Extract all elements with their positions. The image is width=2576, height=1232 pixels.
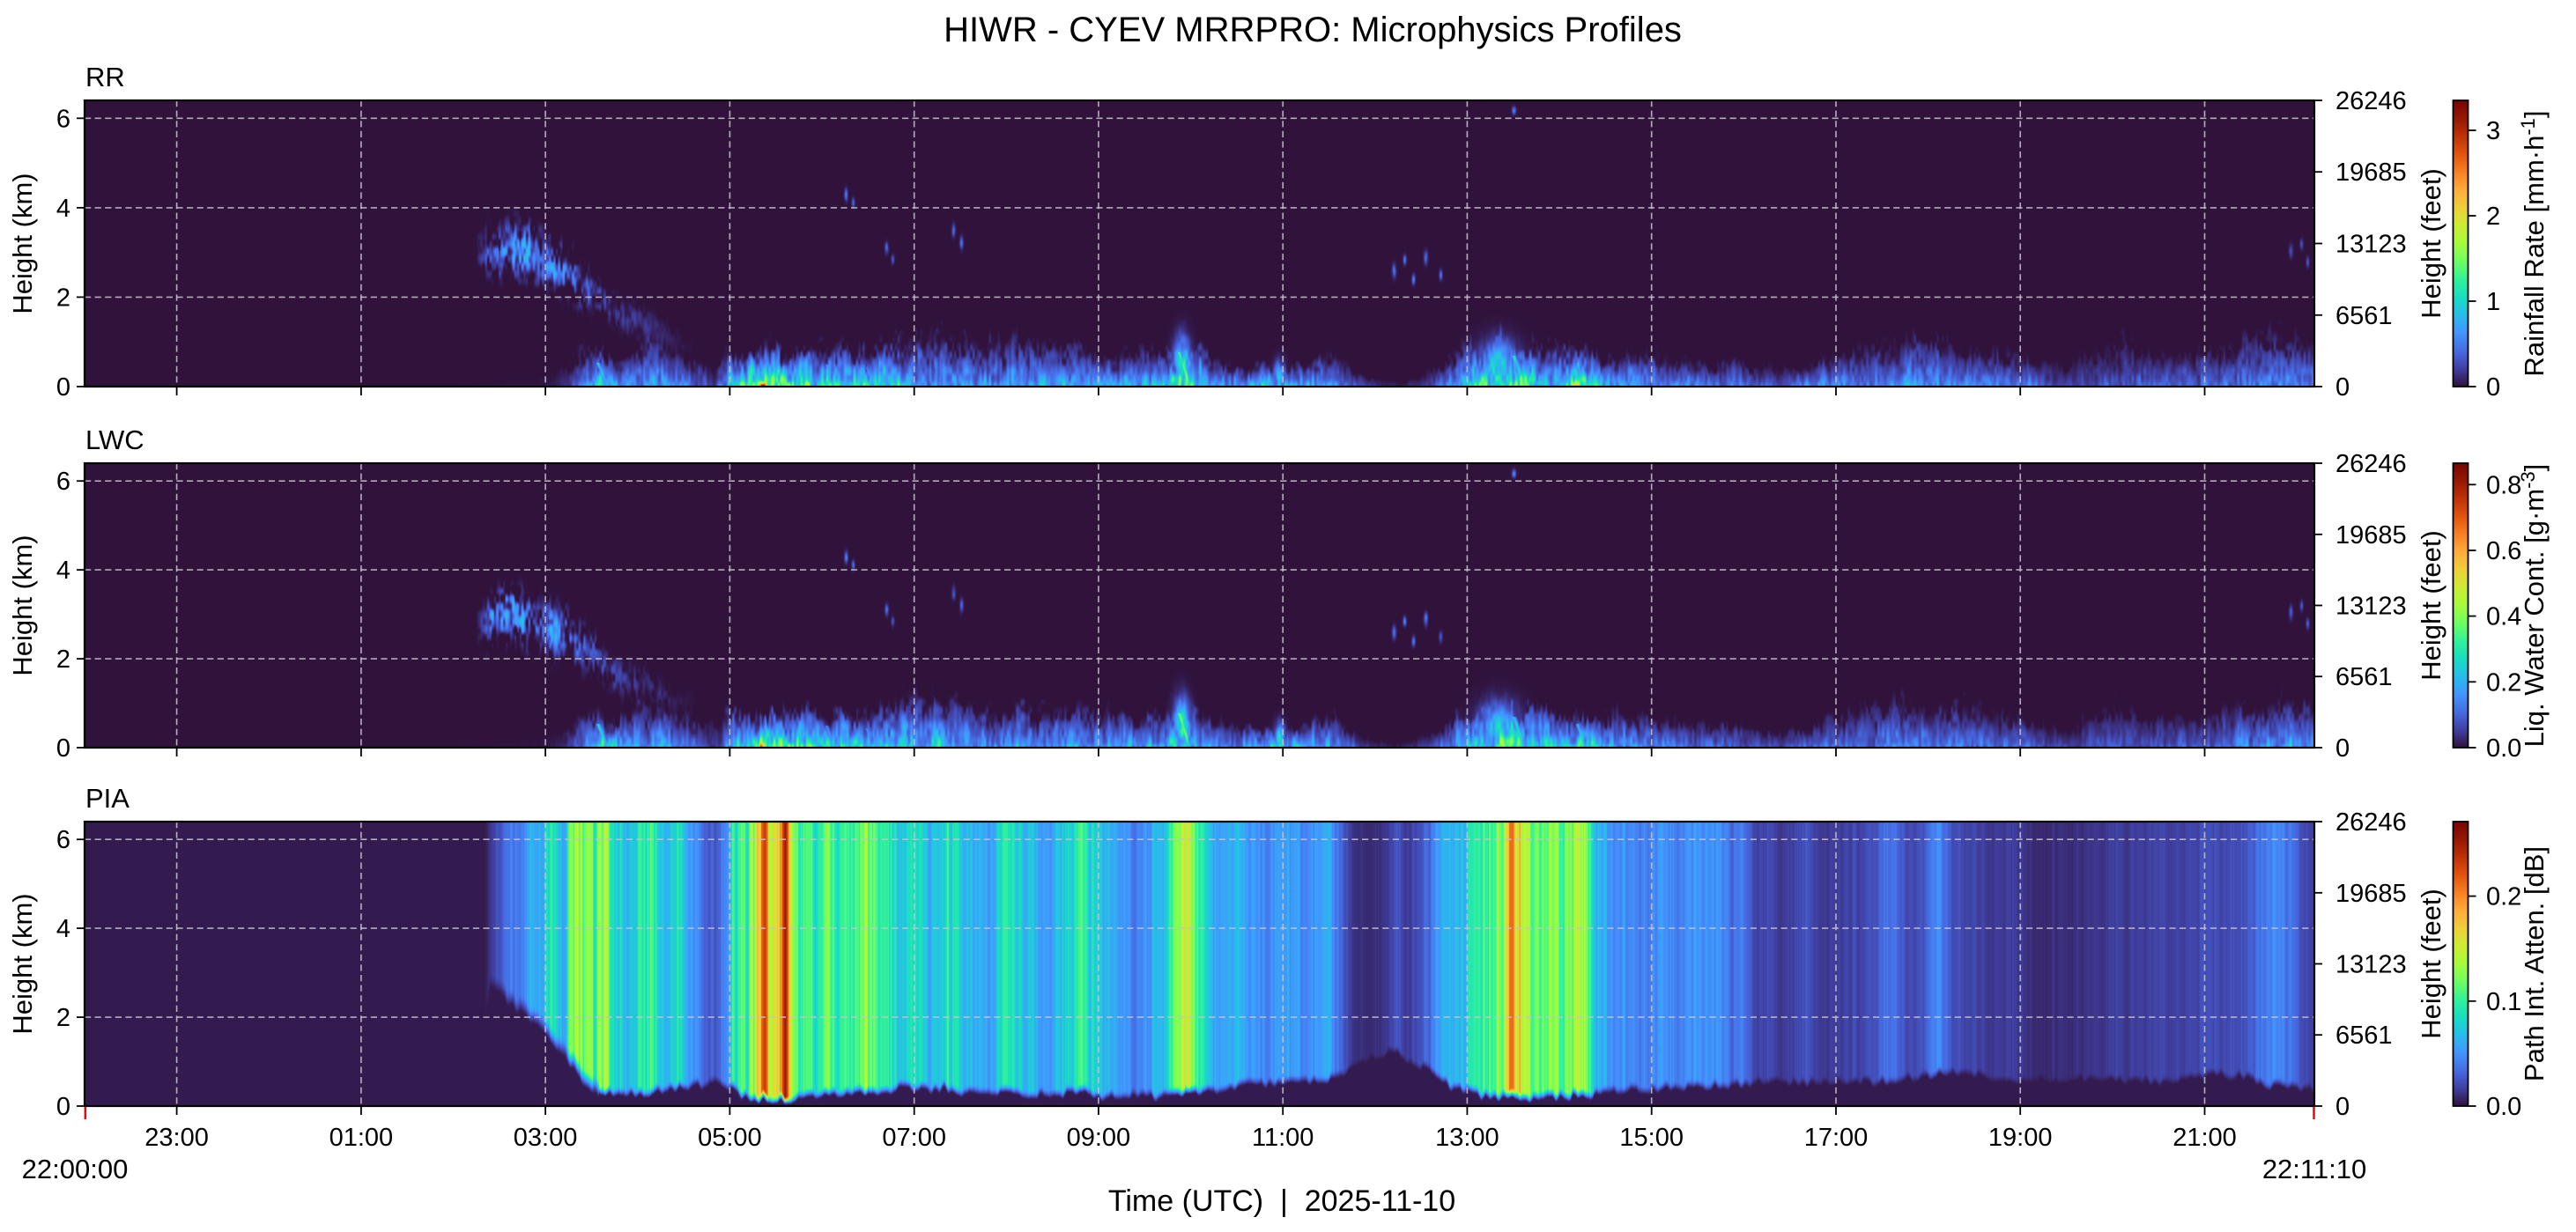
svg-text:22:00:00: 22:00:00 xyxy=(22,1154,129,1184)
svg-text:PIA: PIA xyxy=(85,783,130,814)
svg-text:05:00: 05:00 xyxy=(698,1124,762,1152)
svg-text:0.0: 0.0 xyxy=(2486,1093,2521,1121)
svg-text:6: 6 xyxy=(56,468,70,496)
svg-text:2: 2 xyxy=(56,284,70,312)
svg-text:07:00: 07:00 xyxy=(882,1124,946,1152)
svg-text:13123: 13123 xyxy=(2335,593,2407,621)
svg-text:3: 3 xyxy=(2486,117,2500,145)
svg-text:Height (km): Height (km) xyxy=(7,893,38,1034)
svg-text:11:00: 11:00 xyxy=(1252,1124,1314,1152)
svg-text:13:00: 13:00 xyxy=(1435,1124,1499,1152)
svg-text:0.2: 0.2 xyxy=(2486,883,2521,911)
svg-text:0.2: 0.2 xyxy=(2486,668,2521,697)
svg-text:4: 4 xyxy=(56,195,70,223)
svg-text:13123: 13123 xyxy=(2335,951,2407,979)
svg-text:2: 2 xyxy=(56,646,70,674)
svg-text:2: 2 xyxy=(2486,203,2500,231)
svg-text:23:00: 23:00 xyxy=(144,1124,209,1152)
svg-text:Height (km): Height (km) xyxy=(7,173,38,314)
svg-text:Height (feet): Height (feet) xyxy=(2416,168,2446,319)
svg-text:13123: 13123 xyxy=(2335,231,2407,259)
svg-text:0: 0 xyxy=(2486,373,2500,402)
svg-text:0.4: 0.4 xyxy=(2486,603,2521,631)
svg-text:0: 0 xyxy=(56,1093,70,1121)
svg-text:0: 0 xyxy=(2335,1093,2350,1121)
svg-text:19:00: 19:00 xyxy=(1988,1124,2053,1152)
svg-text:RR: RR xyxy=(85,62,125,92)
svg-text:Path Int. Atten. [dB]: Path Int. Atten. [dB] xyxy=(2519,846,2550,1081)
svg-text:Liq. Water Cont. [g·m-3]: Liq. Water Cont. [g·m-3] xyxy=(2517,464,2550,748)
svg-text:0: 0 xyxy=(2335,734,2350,763)
svg-text:26246: 26246 xyxy=(2335,450,2407,478)
svg-text:0.6: 0.6 xyxy=(2486,537,2521,565)
svg-text:19685: 19685 xyxy=(2335,521,2407,550)
svg-text:6561: 6561 xyxy=(2335,302,2393,330)
svg-text:HIWR - CYEV MRRPRO: Microphysi: HIWR - CYEV MRRPRO: Microphysics Profile… xyxy=(944,11,1682,49)
svg-text:4: 4 xyxy=(56,557,70,585)
svg-text:03:00: 03:00 xyxy=(514,1124,578,1152)
svg-text:0: 0 xyxy=(56,373,70,402)
svg-text:Height (feet): Height (feet) xyxy=(2416,889,2446,1039)
svg-text:15:00: 15:00 xyxy=(1619,1124,1684,1152)
svg-text:26246: 26246 xyxy=(2335,87,2407,115)
svg-text:0.0: 0.0 xyxy=(2486,734,2521,763)
svg-text:22:11:10: 22:11:10 xyxy=(2262,1154,2366,1184)
svg-text:17:00: 17:00 xyxy=(1804,1124,1869,1152)
svg-text:Time (UTC) | 2025-11-10: Time (UTC) | 2025-11-10 xyxy=(1108,1184,1455,1218)
svg-text:21:00: 21:00 xyxy=(2173,1124,2237,1152)
svg-text:01:00: 01:00 xyxy=(329,1124,394,1152)
svg-text:0: 0 xyxy=(2335,373,2350,402)
svg-text:0.1: 0.1 xyxy=(2486,988,2521,1016)
svg-text:26246: 26246 xyxy=(2335,808,2407,837)
svg-text:Height (feet): Height (feet) xyxy=(2416,530,2446,681)
svg-text:1: 1 xyxy=(2486,288,2500,316)
svg-text:LWC: LWC xyxy=(85,424,144,455)
svg-text:Rainfall Rate [mm·h-1]: Rainfall Rate [mm·h-1] xyxy=(2517,110,2550,376)
svg-text:09:00: 09:00 xyxy=(1067,1124,1131,1152)
svg-text:19685: 19685 xyxy=(2335,880,2407,908)
svg-text:4: 4 xyxy=(56,915,70,943)
svg-text:6561: 6561 xyxy=(2335,663,2393,691)
svg-text:2: 2 xyxy=(56,1004,70,1032)
svg-text:19685: 19685 xyxy=(2335,159,2407,187)
svg-text:Height (km): Height (km) xyxy=(7,535,38,675)
svg-text:6: 6 xyxy=(56,105,70,133)
svg-text:0.8: 0.8 xyxy=(2486,471,2521,499)
svg-text:0: 0 xyxy=(56,734,70,763)
svg-text:6: 6 xyxy=(56,826,70,854)
svg-text:6561: 6561 xyxy=(2335,1022,2393,1050)
